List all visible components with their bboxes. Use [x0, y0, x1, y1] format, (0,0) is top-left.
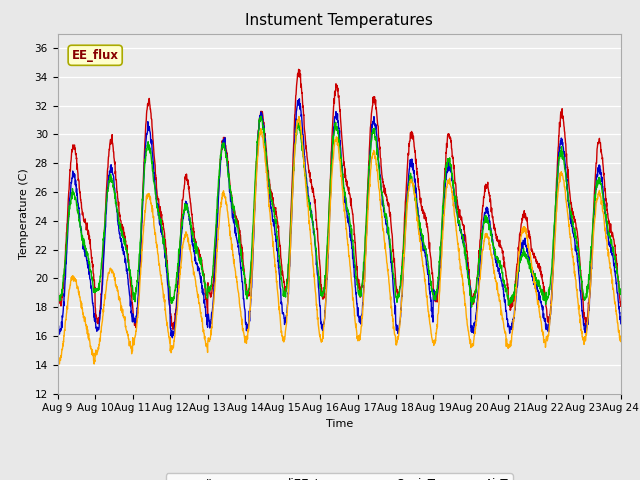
Line: SonicT: SonicT: [58, 116, 621, 307]
SonicT: [368, 135, 376, 141]
AirT: [211, 284, 219, 290]
Legend: li75_t, li77_temp, SonicT, AirT: li75_t, li77_temp, SonicT, AirT: [166, 473, 513, 480]
li75_t: [369, 105, 376, 111]
li77_temp: [583, 322, 591, 328]
SonicT: [211, 242, 218, 248]
li75_t: [356, 289, 364, 295]
li75_t: [54, 286, 61, 292]
AirT: [369, 155, 376, 161]
Y-axis label: Temperature (C): Temperature (C): [19, 168, 29, 259]
SonicT: [356, 294, 364, 300]
li77_temp: [568, 223, 575, 228]
li77_temp: [296, 96, 303, 102]
SonicT: [583, 283, 591, 289]
Line: AirT: AirT: [58, 117, 621, 366]
li75_t: [211, 252, 219, 258]
AirT: [54, 358, 61, 363]
li77_temp: [617, 321, 625, 326]
li75_t: [568, 203, 575, 208]
SonicT: [257, 113, 265, 119]
SonicT: [568, 215, 575, 221]
SonicT: [468, 304, 476, 310]
AirT: [583, 324, 591, 330]
li77_temp: [211, 270, 219, 276]
SonicT: [617, 291, 625, 297]
SonicT: [504, 293, 511, 299]
li77_temp: [356, 313, 364, 319]
AirT: [617, 339, 625, 345]
AirT: [295, 114, 303, 120]
li75_t: [295, 66, 303, 72]
SonicT: [54, 293, 61, 299]
Line: li77_temp: li77_temp: [58, 99, 621, 338]
li77_temp: [504, 316, 511, 322]
li77_temp: [369, 125, 376, 131]
AirT: [504, 342, 511, 348]
li75_t: [169, 326, 177, 332]
li75_t: [504, 283, 511, 289]
li77_temp: [54, 323, 61, 329]
AirT: [54, 363, 61, 369]
AirT: [568, 247, 575, 253]
Line: li75_t: li75_t: [58, 69, 621, 329]
li77_temp: [168, 335, 176, 341]
Title: Instument Temperatures: Instument Temperatures: [245, 13, 433, 28]
X-axis label: Time: Time: [326, 419, 353, 429]
li75_t: [617, 303, 625, 309]
li75_t: [583, 315, 591, 321]
AirT: [356, 337, 364, 343]
Text: EE_flux: EE_flux: [72, 49, 118, 62]
